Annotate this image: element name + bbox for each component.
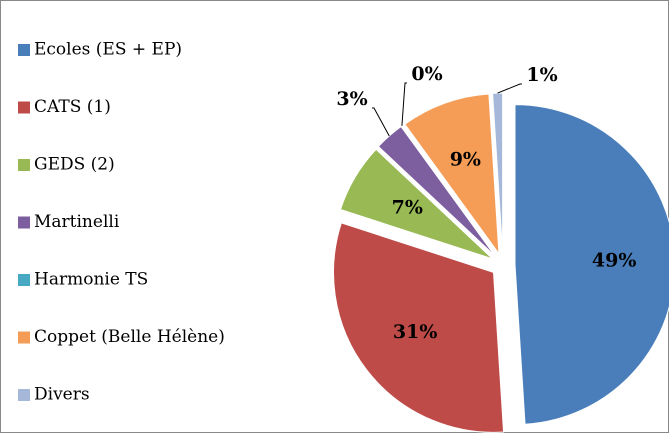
pie-slice	[514, 104, 669, 425]
legend-label: Coppet (Belle Hélène)	[34, 327, 225, 347]
legend-swatch	[18, 274, 30, 286]
pie: 49% 31% 7% 3% 0% 9% 1%	[333, 63, 669, 433]
data-label: 9%	[450, 148, 481, 170]
legend: Ecoles (ES + EP) CATS (1) GEDS (2) Martinel…	[18, 40, 225, 405]
legend-label: GEDS (2)	[34, 155, 115, 175]
legend-label: Harmonie TS	[34, 270, 148, 290]
leader-line	[401, 82, 407, 126]
data-label: 49%	[592, 250, 637, 272]
pie-slice	[404, 93, 500, 256]
leader-line	[372, 107, 390, 137]
legend-swatch	[18, 159, 30, 171]
legend-label: Divers	[34, 385, 90, 405]
data-label: 1%	[526, 64, 557, 86]
legend-label: CATS (1)	[34, 97, 111, 117]
legend-label: Martinelli	[34, 212, 120, 232]
legend-swatch	[18, 101, 30, 114]
data-label: 0%	[411, 63, 442, 85]
data-label: 7%	[392, 196, 423, 218]
legend-swatch	[18, 389, 30, 401]
pie-slice	[339, 148, 494, 260]
legend-swatch	[18, 331, 30, 344]
legend-swatch	[18, 216, 30, 229]
data-label: 31%	[393, 321, 438, 343]
legend-label: Ecoles (ES + EP)	[34, 40, 182, 60]
leader-line	[497, 83, 522, 94]
pie-slice	[333, 222, 505, 433]
legend-swatch	[18, 44, 30, 56]
data-label: 3%	[336, 88, 367, 110]
